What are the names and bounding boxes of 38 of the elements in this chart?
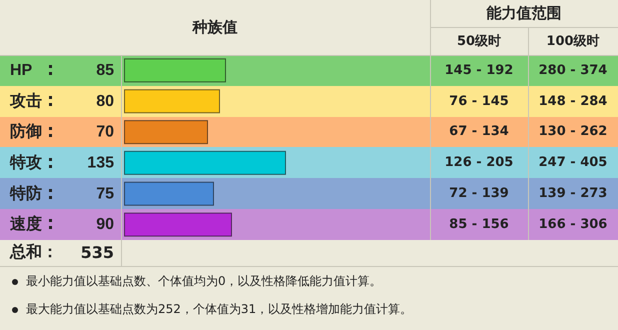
text: 76 - 145 xyxy=(448,92,510,111)
text: 最小能力值以基础点数、个体值均为0，以及性格降低能力值计算。 xyxy=(26,273,382,290)
text: 148 - 284 xyxy=(538,92,608,111)
text: 535 xyxy=(80,242,114,264)
text: 85 - 156 xyxy=(448,216,510,234)
text: 67 - 134 xyxy=(448,123,510,142)
y-tick-label: 攻击 xyxy=(9,92,42,110)
text: 72 - 139 xyxy=(448,185,510,204)
text: 130 - 262 xyxy=(538,123,608,142)
data-label: 70 xyxy=(96,124,114,141)
text: 280 - 374 xyxy=(538,62,608,80)
text: 50级时 xyxy=(456,33,502,51)
text: 100级时 xyxy=(545,33,601,51)
bar xyxy=(124,182,214,206)
y-tick-label: HP xyxy=(10,62,33,79)
bar xyxy=(124,212,232,237)
y-tick-label: 特防 xyxy=(9,184,42,202)
bar xyxy=(124,58,226,82)
data-label: 135 xyxy=(87,154,114,172)
text: 总和： xyxy=(10,241,58,264)
text: 126 - 205 xyxy=(444,154,514,172)
chart-title: 种族值 xyxy=(191,17,238,38)
bar xyxy=(124,150,286,175)
bar xyxy=(124,89,220,114)
text: 最大能力值以基础点数为252，个体值为31，以及性格增加能力值计算。 xyxy=(26,301,412,318)
data-label: 90 xyxy=(96,216,114,234)
data-label: 75 xyxy=(96,185,114,202)
text: 能力值范围 xyxy=(486,3,562,24)
y-tick-label: 特攻 xyxy=(9,153,42,172)
text: 166 - 306 xyxy=(538,216,608,234)
data-label: 85 xyxy=(96,62,114,79)
text: 139 - 273 xyxy=(538,185,608,204)
text: 247 - 405 xyxy=(538,154,608,172)
y-tick-label: 防御 xyxy=(10,122,42,141)
data-label: 80 xyxy=(96,92,114,110)
text: 145 - 192 xyxy=(444,62,514,80)
bar xyxy=(124,120,208,144)
y-tick-label: 速度 xyxy=(10,214,42,234)
